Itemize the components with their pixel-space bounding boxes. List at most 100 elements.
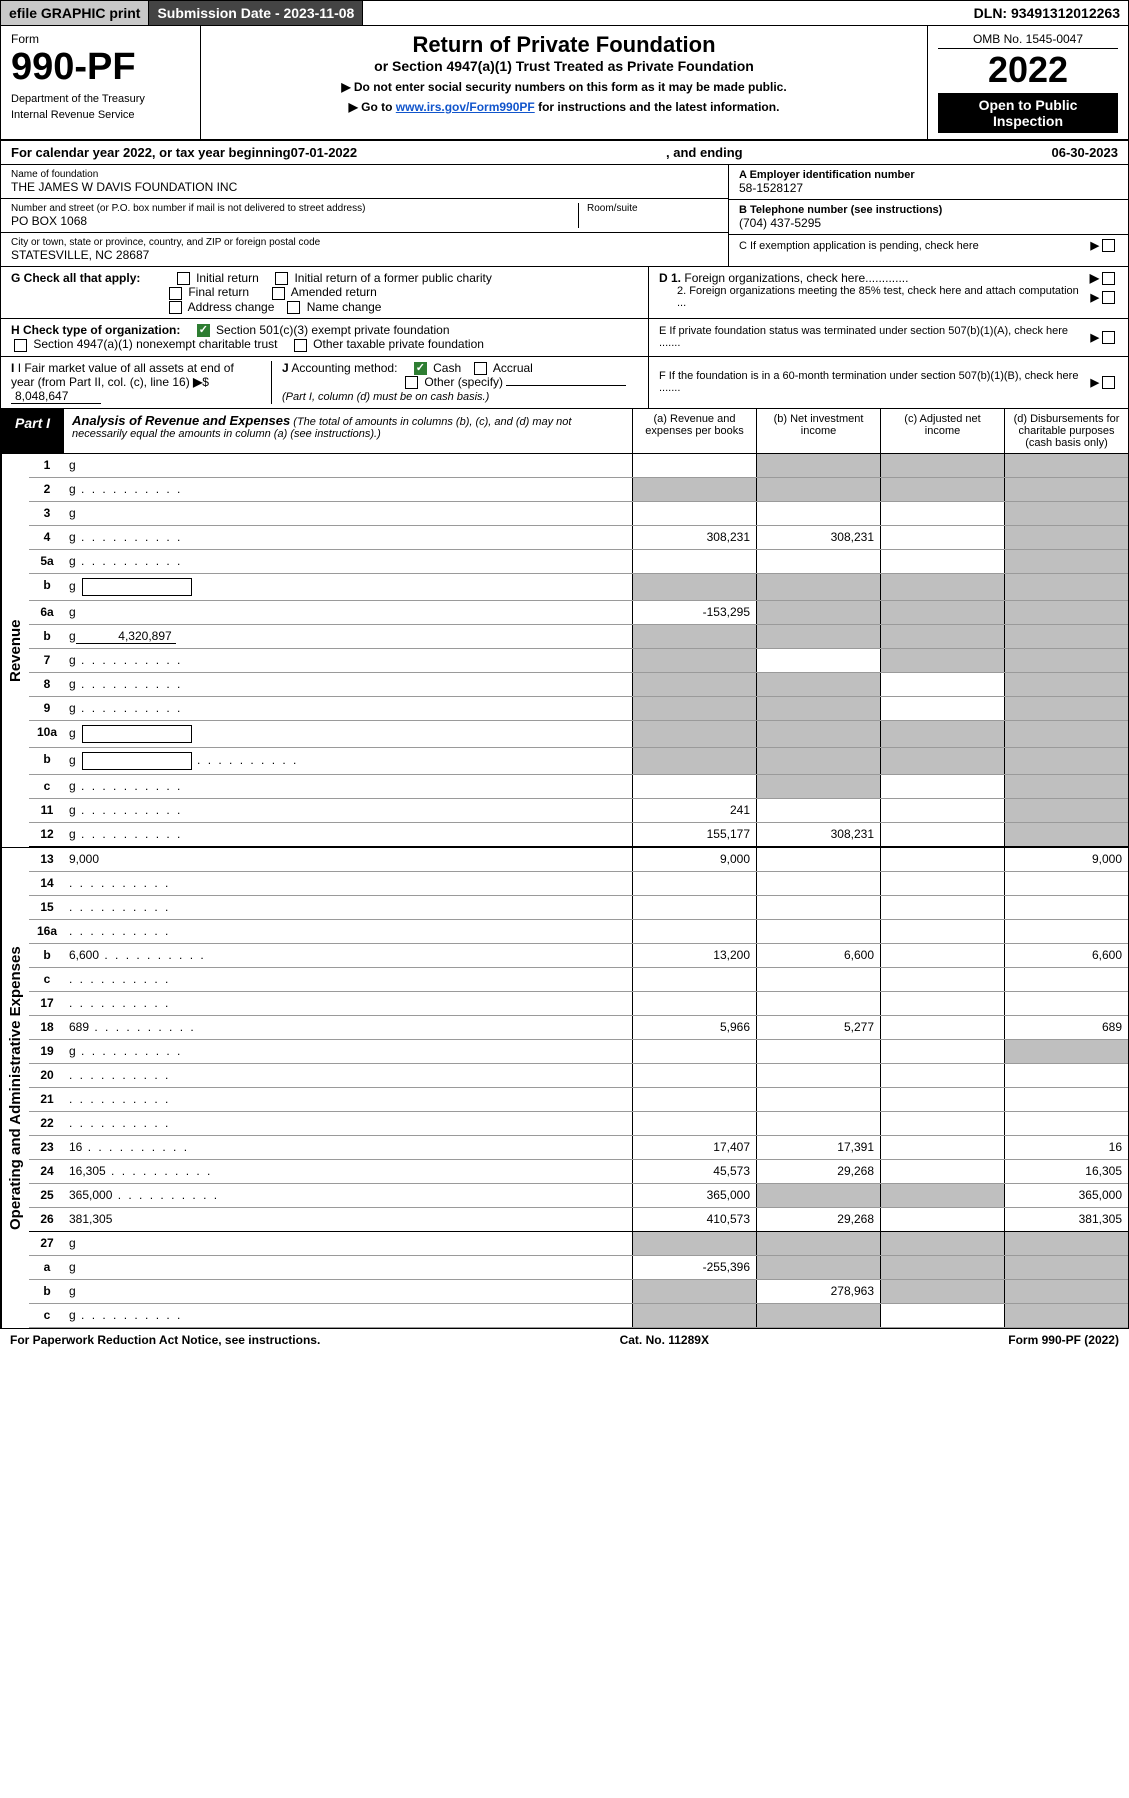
g-initial-return-checkbox[interactable] bbox=[177, 272, 190, 285]
goto-post: for instructions and the latest informat… bbox=[538, 100, 779, 114]
row-desc: g bbox=[65, 721, 632, 747]
row-desc bbox=[65, 1088, 632, 1111]
foundation-name: THE JAMES W DAVIS FOUNDATION INC bbox=[11, 180, 718, 194]
d2-checkbox[interactable] bbox=[1102, 291, 1115, 304]
j-cash-checkbox[interactable] bbox=[414, 362, 427, 375]
revenue-vlabel: Revenue bbox=[1, 454, 29, 847]
g-label: G Check all that apply: bbox=[11, 271, 140, 285]
row-number: c bbox=[29, 775, 65, 798]
j-other-checkbox[interactable] bbox=[405, 376, 418, 389]
part1-tag: Part I bbox=[1, 409, 64, 453]
form-number: 990-PF bbox=[11, 46, 190, 89]
c-checkbox[interactable] bbox=[1102, 239, 1115, 252]
table-row: 27g bbox=[29, 1232, 1128, 1256]
cell-d bbox=[1004, 1112, 1128, 1135]
cell-c bbox=[880, 1136, 1004, 1159]
table-row: bg278,963 bbox=[29, 1280, 1128, 1304]
cell-b: 29,268 bbox=[756, 1208, 880, 1231]
cell-c bbox=[880, 896, 1004, 919]
e-checkbox[interactable] bbox=[1102, 331, 1115, 344]
g-name-change-checkbox[interactable] bbox=[287, 301, 300, 314]
dept-treasury: Department of the Treasury bbox=[11, 93, 190, 105]
cell-c bbox=[880, 920, 1004, 943]
col-b-head: (b) Net investment income bbox=[756, 409, 880, 453]
cell-a bbox=[632, 625, 756, 648]
row-desc: g bbox=[65, 601, 632, 624]
row-desc: g bbox=[65, 823, 632, 846]
h-label: H Check type of organization: bbox=[11, 323, 180, 337]
j-label: Accounting method: bbox=[291, 361, 397, 375]
table-row: 3g bbox=[29, 502, 1128, 526]
name-caption: Name of foundation bbox=[11, 169, 718, 180]
cell-b bbox=[756, 454, 880, 477]
table-row: 5ag bbox=[29, 550, 1128, 574]
phone-caption: B Telephone number (see instructions) bbox=[739, 204, 1118, 216]
j-accrual-checkbox[interactable] bbox=[474, 362, 487, 375]
row-desc: g bbox=[65, 775, 632, 798]
h-section: H Check type of organization: Section 50… bbox=[1, 319, 648, 356]
row-number: 3 bbox=[29, 502, 65, 525]
row-number: 6a bbox=[29, 601, 65, 624]
dept-irs: Internal Revenue Service bbox=[11, 109, 190, 121]
cell-d: 365,000 bbox=[1004, 1184, 1128, 1207]
addr-caption: Number and street (or P.O. box number if… bbox=[11, 203, 578, 214]
g-initial-former-checkbox[interactable] bbox=[275, 272, 288, 285]
cell-b: 29,268 bbox=[756, 1160, 880, 1183]
cell-b bbox=[756, 697, 880, 720]
row-number: c bbox=[29, 1304, 65, 1327]
table-row: 11g241 bbox=[29, 799, 1128, 823]
table-row: 26381,305410,57329,268381,305 bbox=[29, 1208, 1128, 1232]
goto-pre: ▶ Go to bbox=[349, 100, 396, 114]
cell-b bbox=[756, 848, 880, 871]
row-desc: g bbox=[65, 1256, 632, 1279]
table-row: 9g bbox=[29, 697, 1128, 721]
table-row: cg bbox=[29, 1304, 1128, 1328]
f-checkbox[interactable] bbox=[1102, 376, 1115, 389]
cell-a bbox=[632, 721, 756, 747]
cell-b bbox=[756, 673, 880, 696]
row-desc: 689 bbox=[65, 1016, 632, 1039]
arrow-icon: ▶ bbox=[1091, 291, 1099, 304]
row-desc: 9,000 bbox=[65, 848, 632, 871]
cell-a bbox=[632, 896, 756, 919]
form990pf-link[interactable]: www.irs.gov/Form990PF bbox=[396, 100, 535, 114]
form-title: Return of Private Foundation bbox=[211, 32, 917, 58]
row-number: 18 bbox=[29, 1016, 65, 1039]
cell-a: 13,200 bbox=[632, 944, 756, 967]
cell-a bbox=[632, 1112, 756, 1135]
h-opt2: Section 4947(a)(1) nonexempt charitable … bbox=[33, 337, 277, 351]
g-address-change-checkbox[interactable] bbox=[169, 301, 182, 314]
cell-d bbox=[1004, 872, 1128, 895]
cell-b bbox=[756, 992, 880, 1015]
d1-checkbox[interactable] bbox=[1102, 272, 1115, 285]
table-row: 19g bbox=[29, 1040, 1128, 1064]
h-4947-checkbox[interactable] bbox=[14, 339, 27, 352]
cell-a bbox=[632, 748, 756, 774]
expenses-section: Operating and Administrative Expenses 13… bbox=[1, 847, 1128, 1328]
row-number: 20 bbox=[29, 1064, 65, 1087]
h-other-taxable-checkbox[interactable] bbox=[294, 339, 307, 352]
cell-b bbox=[756, 968, 880, 991]
g-amended-checkbox[interactable] bbox=[272, 287, 285, 300]
row-number: 14 bbox=[29, 872, 65, 895]
cell-d bbox=[1004, 502, 1128, 525]
row-desc bbox=[65, 1112, 632, 1135]
table-row: 1g bbox=[29, 454, 1128, 478]
row-number: b bbox=[29, 748, 65, 774]
table-row: 14 bbox=[29, 872, 1128, 896]
header-mid: Return of Private Foundation or Section … bbox=[201, 26, 928, 139]
row-number: 16a bbox=[29, 920, 65, 943]
cell-c bbox=[880, 1016, 1004, 1039]
cell-c bbox=[880, 1160, 1004, 1183]
cell-a bbox=[632, 454, 756, 477]
table-row: 25365,000365,000365,000 bbox=[29, 1184, 1128, 1208]
cell-c bbox=[880, 454, 1004, 477]
table-row: 7g bbox=[29, 649, 1128, 673]
cell-a: 155,177 bbox=[632, 823, 756, 846]
cell-d: 381,305 bbox=[1004, 1208, 1128, 1231]
f-section: F If the foundation is in a 60-month ter… bbox=[648, 357, 1128, 408]
h-501c3-checkbox[interactable] bbox=[197, 324, 210, 337]
part1-header: Part I Analysis of Revenue and Expenses … bbox=[1, 408, 1128, 454]
g-final-return-checkbox[interactable] bbox=[169, 287, 182, 300]
efile-label: efile GRAPHIC print bbox=[1, 1, 149, 25]
